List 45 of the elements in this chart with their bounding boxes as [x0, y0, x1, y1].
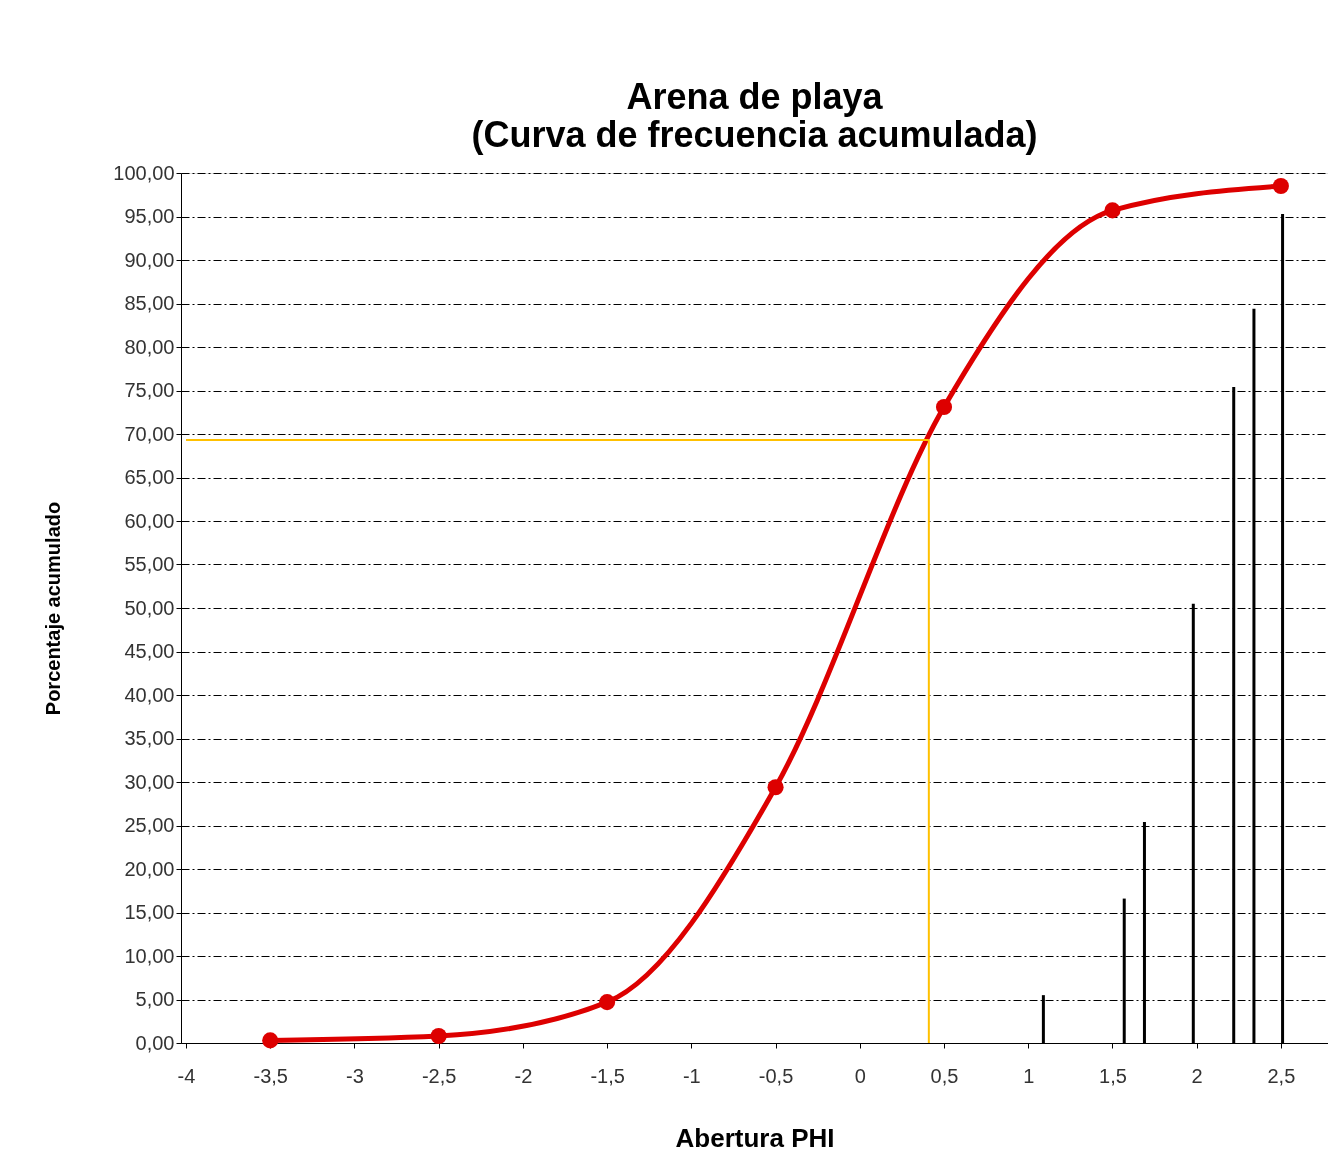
y-tick-label: 95,00 [124, 205, 175, 227]
y-tick-label: 100,00 [113, 161, 175, 184]
y-tick-label: 40,00 [124, 683, 175, 706]
x-axis-title: Abertura PHI [675, 1122, 835, 1153]
point [1104, 202, 1121, 219]
x-tick-label: -1,5 [590, 1064, 625, 1087]
y-tick-label: 45,00 [124, 640, 175, 662]
y-tick-label: 50,00 [124, 596, 175, 619]
x-tick-label: -3 [346, 1064, 364, 1087]
x-tick-label: -3,5 [253, 1064, 288, 1087]
point [262, 1032, 279, 1049]
y-tick-label: 10,00 [124, 944, 175, 967]
y-tick-label: 35,00 [124, 727, 175, 749]
y-tick-label: 80,00 [124, 335, 175, 358]
point [599, 994, 616, 1011]
x-tick-label: -2,5 [421, 1064, 457, 1087]
y-tick-label: 70,00 [124, 422, 175, 445]
y-tick-label: 30,00 [124, 770, 175, 793]
point [935, 398, 953, 416]
x-tick-label: 0,5 [930, 1064, 959, 1087]
point [767, 779, 784, 796]
y-tick-label: 60,00 [124, 509, 175, 532]
point [430, 1027, 447, 1045]
x-tick-label: -0,5 [758, 1064, 794, 1087]
y-tick-label: 20,00 [124, 857, 175, 880]
y-tick-label: 90,00 [124, 248, 175, 271]
y-tick-label: 55,00 [124, 553, 175, 575]
point [1272, 178, 1289, 195]
x-tick-label: 0 [854, 1064, 866, 1087]
x-tick-label: 2,5 [1267, 1064, 1296, 1087]
y-tick-label: 75,00 [124, 379, 175, 401]
y-axis-title: Porcentaje acumulado [41, 501, 64, 716]
x-tick-label: -2 [514, 1064, 533, 1087]
y-tick-label: 5,00 [135, 988, 175, 1010]
y-tick-label: 25,00 [124, 814, 175, 836]
x-tick-label: -1 [682, 1064, 701, 1087]
y-tick-label: 85,00 [124, 292, 175, 314]
x-tick-label: -4 [177, 1064, 196, 1087]
x-tick-label: 1,5 [1099, 1064, 1127, 1087]
x-tick-label: 1 [1023, 1064, 1035, 1087]
y-tick-label: 0,00 [135, 1031, 175, 1054]
chart-title: Arena de playa (Curva de frecuencia acumulada) [471, 76, 1038, 155]
x-tick-label: 2 [1191, 1064, 1203, 1087]
y-tick-label: 65,00 [124, 466, 175, 488]
y-tick-label: 15,00 [124, 901, 175, 923]
